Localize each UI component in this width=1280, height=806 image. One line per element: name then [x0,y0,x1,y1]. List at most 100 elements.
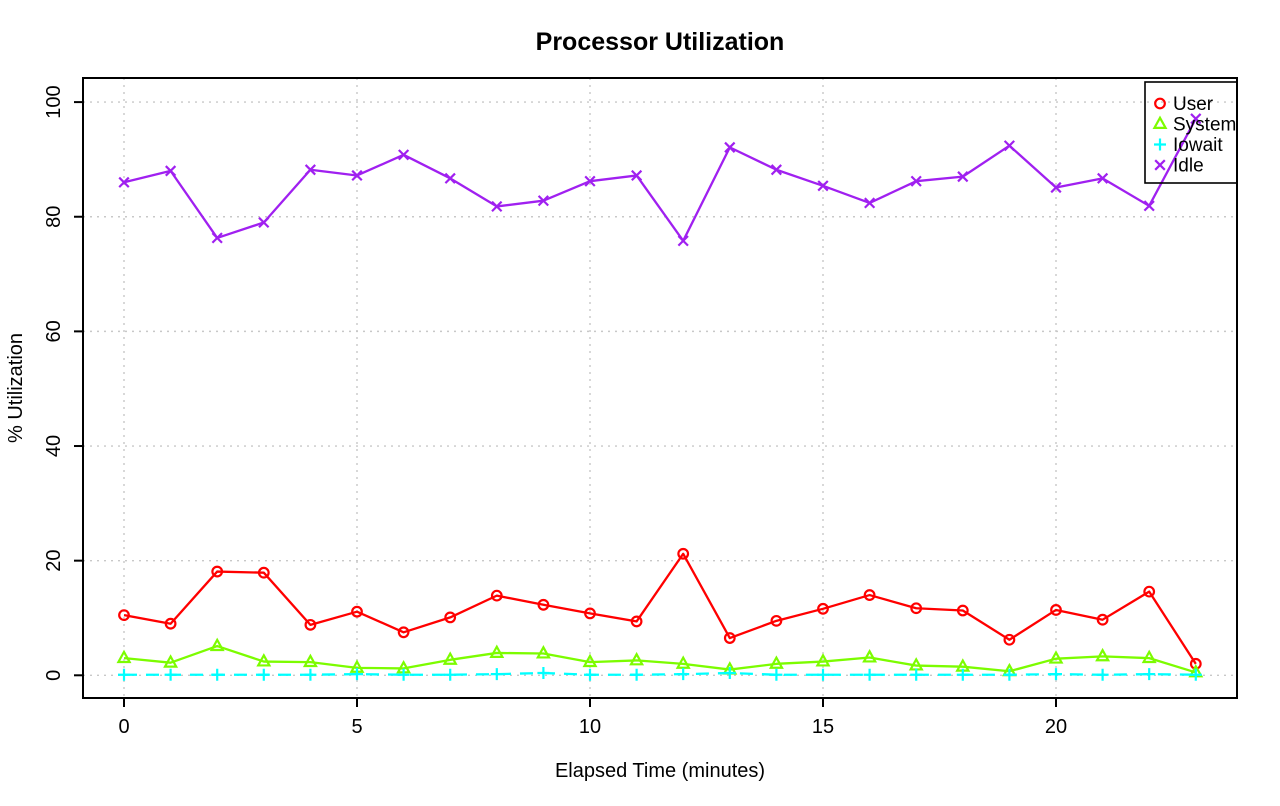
series-idle-marker [724,141,736,153]
series-iowait-line [124,671,1196,676]
series-idle-marker [211,232,223,244]
series-iowait-marker [1050,668,1062,681]
series-user-marker [1143,585,1156,598]
series-user-marker [817,602,829,615]
series-iowait-marker [211,668,224,681]
series-system [116,637,1204,678]
series-iowait-marker [351,668,363,681]
series-user-marker [444,611,457,624]
series-iowait-marker [956,668,969,681]
series-iowait-marker [257,668,270,681]
series-user-marker [630,615,643,628]
series-user-marker [537,598,550,611]
series-user-marker [118,609,130,622]
series-user-marker [956,604,969,617]
series-iowait-marker [630,668,643,681]
series-idle-marker [910,175,922,187]
series-system-marker [163,654,179,668]
series-system-line [123,644,1197,674]
series-iowait [118,667,1202,681]
series-idle-marker [864,197,876,209]
series-iowait-marker [397,668,410,681]
legend-label: Idle [1173,156,1204,177]
series-idle-marker [258,216,270,229]
series-idle-marker [957,171,969,183]
legend-item-user: User [1154,94,1214,115]
series-system-marker [116,649,132,664]
series-user-marker [1003,633,1016,646]
y-axis-tick-label: 0 [43,670,65,681]
plot-border [82,77,1238,699]
legend-marker-circle-icon [1154,97,1166,110]
x-axis-tick-label: 20 [1045,716,1067,738]
series-user-marker [490,589,503,602]
series-user-marker [723,632,736,644]
series-user-marker [770,614,783,627]
series-system-marker [1048,650,1064,664]
series-iowait-marker [863,668,876,681]
legend-box [1144,81,1238,184]
x-axis-tick-label: 0 [118,716,129,738]
series-iowait-marker [537,667,550,680]
y-axis-tick-label: 100 [43,85,65,118]
series-system-marker [768,655,784,669]
series-idle-marker [1143,200,1155,212]
x-axis-tick-label: 5 [351,716,362,738]
x-axis-tick-label: 15 [812,716,834,738]
legend-marker-triangle-icon [1152,115,1168,129]
series-idle-marker [444,172,456,184]
legend-item-idle: Idle [1154,156,1204,177]
series-system-marker [442,651,458,665]
series-idle-marker [351,169,363,182]
series-idle-marker [165,165,177,177]
series-idle-marker [631,169,643,182]
series-user-marker [584,607,596,620]
x-axis-tick-label: 10 [579,716,601,738]
series-idle-marker [817,180,829,192]
series-iowait-marker [444,668,457,681]
series-iowait-marker [1003,668,1016,681]
series-iowait-marker [770,668,783,681]
series-idle-marker [491,200,503,212]
series-idle-line [123,118,1197,242]
series-idle-marker [1097,172,1109,184]
series-iowait-marker [164,668,177,681]
series-system-marker [862,649,878,663]
legend-marker-x-icon [1154,159,1166,171]
series-user-marker [257,566,270,579]
series-user-marker [1050,604,1062,616]
x-axis-label: Elapsed Time (minutes) [555,760,765,782]
series-idle-marker [584,175,596,187]
series-user-marker [677,547,690,560]
series-iowait-marker [584,668,596,681]
series-iowait-marker [1143,668,1156,681]
series-idle-marker [677,235,689,247]
series-idle [118,113,1202,247]
series-iowait-marker [490,668,503,681]
y-axis-tick-label: 60 [43,320,65,342]
series-system-marker [629,651,645,666]
series-idle-marker [1190,113,1202,125]
series-user-marker [1096,613,1109,626]
series-iowait-marker [1096,668,1109,681]
series-system-marker [675,655,691,669]
series-user-line [123,552,1197,665]
series-user-marker [1189,657,1202,670]
series-system-marker [582,653,598,668]
series-iowait-marker [118,668,130,681]
series-user-marker [397,626,410,639]
series-idle-marker [1050,181,1062,194]
series-system-marker [209,637,225,652]
series-idle-marker [537,195,549,207]
axes-layer: 0 5 10 15 20 0 20 40 60 80 100 [43,77,1238,738]
series-system-marker [1095,647,1111,662]
series-layer [116,113,1204,681]
series-iowait-marker [1189,668,1202,681]
series-system-marker [489,644,505,658]
legend-item-iowait: Iowait [1154,135,1223,156]
series-iowait-marker [723,667,736,680]
y-axis-tick-label: 20 [43,550,65,572]
